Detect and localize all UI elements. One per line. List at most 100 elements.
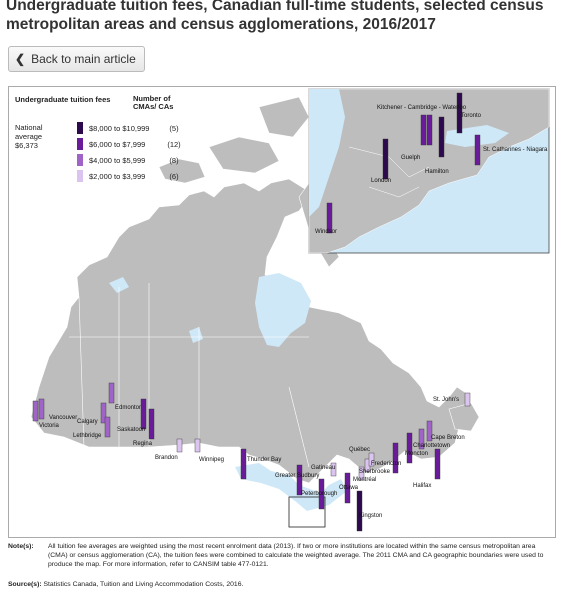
tuition-bar-gatineau (330, 462, 337, 477)
hudson-bay (255, 273, 311, 347)
city-label: Montréal (353, 477, 376, 483)
city-label: Gatineau (311, 465, 335, 471)
tuition-bar-fredericton (392, 442, 399, 474)
notes-text: All tuition fee averages are weighted us… (48, 543, 544, 568)
city-label: Ottawa (339, 485, 359, 491)
tuition-bar-saskatoon (140, 398, 147, 430)
tuition-bars: Vancouver Victoria Edmonton Calgary Lethbrid… (32, 92, 548, 532)
city-label: Kitchener - Cambridge - Waterloo (377, 105, 467, 111)
tuition-bar-guelph (426, 114, 433, 146)
legend-range: $2,000 to $3,999 (89, 171, 146, 181)
inset-location-box (288, 496, 326, 528)
tuition-bar-charlottetown (418, 428, 425, 450)
legend-range: $8,000 to $10,999 (89, 123, 150, 133)
source-text: Statistics Canada, Tuition and Living Ac… (43, 581, 244, 588)
city-label: Edmonton (115, 405, 142, 411)
city-label: St. Catharines - Niagara (483, 147, 548, 153)
city-label: Brandon (155, 455, 178, 461)
legend-count-heading: Number of CMAs/ CAs (133, 94, 174, 111)
tuition-bar-kitchener-cambridge-waterloo (420, 114, 427, 146)
city-label: Lethbridge (73, 433, 102, 439)
tuition-bar-vancouver (38, 398, 45, 420)
back-to-article-button[interactable]: ❮ Back to main article (8, 46, 145, 72)
page-title: Undergraduate tuition fees, Canadian ful… (6, 0, 544, 33)
arctic-island-2 (208, 136, 280, 174)
provincial-borders (69, 283, 310, 468)
tuition-bar-halifax (434, 448, 441, 480)
legend-swatch (77, 154, 83, 166)
lake-1 (109, 277, 129, 293)
city-label: Hamilton (425, 169, 449, 175)
city-label: Charlottetown (413, 443, 450, 449)
tuition-bar-qu-bec (368, 452, 375, 467)
legend-count: (8) (169, 155, 179, 165)
legend-row: $4,000 to $5,999 (8) (77, 153, 189, 167)
arctic-island-3 (258, 96, 310, 138)
tuition-bar-thunder-bay (240, 448, 247, 480)
city-label: Sherbrooke (359, 469, 391, 475)
city-label: Kingston (359, 513, 382, 519)
city-label: Saskatoon (117, 427, 145, 433)
city-label: Moncton (405, 451, 428, 457)
legend-swatch (77, 138, 83, 150)
tuition-bar-montr-al (358, 466, 365, 481)
lake-2 (189, 327, 203, 343)
tuition-bar-calgary (100, 402, 107, 424)
tuition-bar-kingston (356, 490, 363, 532)
tuition-bar-winnipeg (194, 438, 201, 453)
city-label: Fredericton (371, 461, 401, 467)
legend-count: (6) (169, 171, 179, 181)
city-label: Guelph (401, 155, 420, 161)
source-section: Source(s): Statistics Canada, Tuition an… (8, 581, 243, 588)
tuition-bar-london (382, 138, 389, 180)
city-label: Windsor (315, 229, 337, 235)
city-label: Peterborough (301, 491, 337, 497)
tuition-bar-st-catharines-niagara (474, 134, 481, 166)
tuition-map: Vancouver Victoria Edmonton Calgary Lethbrid… (8, 86, 556, 538)
notes-label: Note(s): (8, 543, 34, 550)
city-label: Cape Breton (431, 435, 465, 441)
tuition-bar-toronto (456, 92, 463, 134)
city-label: Winnipeg (199, 457, 224, 463)
legend-row: $8,000 to $10,999 (5) (77, 121, 189, 135)
tuition-bar-windsor (326, 202, 333, 234)
city-label: Calgary (77, 419, 98, 425)
tuition-bar-regina (148, 408, 155, 440)
arctic-island-1 (158, 158, 206, 184)
tuition-bar-victoria (32, 400, 39, 422)
tuition-bar-greater-sudbury (296, 464, 303, 496)
city-label: Victoria (39, 423, 60, 429)
tuition-bar-st-john-s (464, 392, 471, 407)
canada-map: Vancouver Victoria Edmonton Calgary Lethbrid… (30, 88, 550, 532)
legend-row: $2,000 to $3,999 (6) (77, 169, 189, 183)
tuition-bar-moncton (406, 432, 413, 464)
city-label: Québec (349, 447, 370, 453)
city-label: Toronto (461, 113, 482, 119)
back-button-label: Back to main article (31, 52, 136, 66)
legend-count: (5) (169, 123, 179, 133)
legend-swatch (77, 170, 83, 182)
tuition-bar-edmonton (108, 382, 115, 404)
legend-heading: Undergraduate tuition fees (15, 95, 111, 104)
legend-range: $6,000 to $7,999 (89, 139, 146, 149)
city-label: London (371, 178, 391, 184)
city-label: Thunder Bay (247, 457, 281, 463)
city-label: Halifax (413, 483, 431, 489)
tuition-bar-hamilton (438, 116, 445, 158)
tuition-bar-lethbridge (104, 416, 111, 438)
city-label: Greater Sudbury (275, 473, 319, 479)
tuition-bar-cape-breton (426, 420, 433, 442)
tuition-bar-ottawa (344, 472, 351, 504)
tuition-bar-peterborough (318, 478, 325, 510)
legend-swatch (77, 122, 83, 134)
legend-count: (12) (167, 139, 181, 149)
tuition-bar-brandon (176, 438, 183, 453)
legend-range: $4,000 to $5,999 (89, 155, 146, 165)
source-label: Source(s): (8, 581, 42, 588)
national-average-label: National average $6,373 (15, 123, 43, 150)
city-label: Regina (133, 441, 153, 447)
legend-row: $6,000 to $7,999 (12) (77, 137, 189, 151)
city-label: St. John's (433, 397, 459, 403)
city-label: Vancouver (49, 415, 77, 421)
chevron-left-icon: ❮ (15, 52, 26, 66)
